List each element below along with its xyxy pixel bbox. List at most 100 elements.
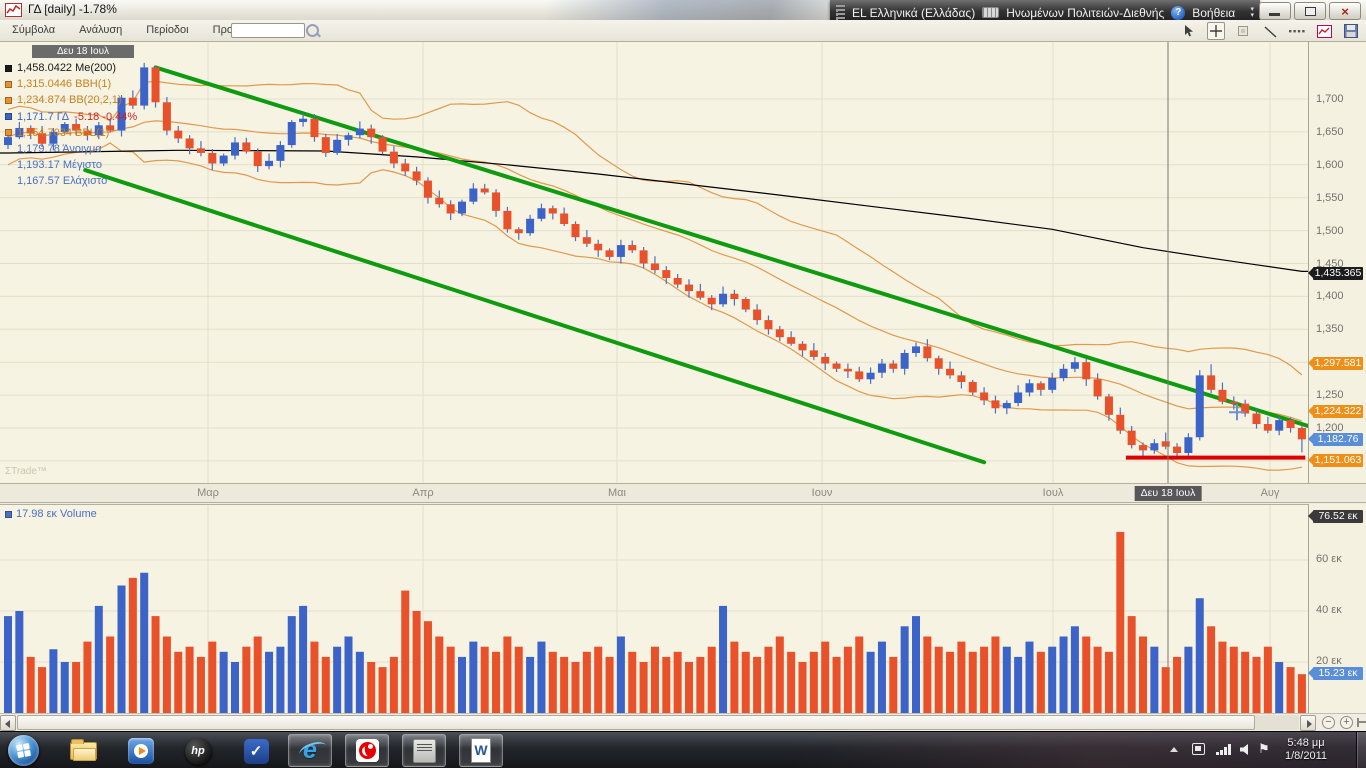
- checkmark-icon: ✓: [243, 738, 269, 764]
- legend-text: 1,167.57 Ελάχιστο: [17, 175, 108, 188]
- bar-spacing-icon[interactable]: [1357, 718, 1366, 727]
- app-icon: [5, 3, 22, 17]
- menu-Ανάλυση[interactable]: Ανάλυση: [79, 24, 123, 36]
- horizontal-scrollbar[interactable]: − +: [0, 713, 1366, 731]
- price-axis-label: 1,350: [1316, 323, 1344, 336]
- price-chart-pane: Δευ 18 Ιουλ 1,458.0422 Me(200) 1,315.0446…: [0, 42, 1309, 483]
- price-axis-label: 1,550: [1316, 191, 1344, 204]
- menu-Σύμβολα[interactable]: Σύμβολα: [12, 24, 56, 36]
- taskbar-vodafone[interactable]: [345, 734, 389, 767]
- window-title: ΓΔ [daily] -1.78%: [28, 2, 117, 16]
- price-axis: 1,700 1,650 1,600 1,550 1,500 1,450 1,400 1,350…: [1308, 42, 1366, 483]
- legend-row: 1,179.78 Άνοιγμα: [5, 141, 137, 157]
- box-tool-icon[interactable]: [1234, 22, 1252, 40]
- show-desktop-button[interactable]: [1356, 732, 1366, 768]
- taskbar-word[interactable]: W: [459, 734, 503, 767]
- volume-legend-label: 17.98 εκ Volume: [16, 508, 97, 520]
- save-tool-icon[interactable]: [1342, 22, 1360, 40]
- legend-text: 1,458.0422 Me(200): [17, 62, 117, 75]
- zoom-in-button[interactable]: +: [1340, 716, 1353, 729]
- tray-date: 1/8/2011: [1284, 750, 1327, 762]
- show-hidden-icons-button[interactable]: [1170, 747, 1178, 752]
- scroll-left-button[interactable]: [0, 715, 16, 731]
- search-icon[interactable]: [306, 24, 319, 37]
- scroll-right-button[interactable]: [1300, 715, 1316, 731]
- aero-glass: [545, 0, 845, 20]
- minimize-button[interactable]: [1259, 2, 1291, 20]
- volume-chart-canvas[interactable]: [0, 505, 1308, 714]
- price-axis-label: 1,450: [1316, 257, 1344, 270]
- legend-text: 1,154.7034 BBL(1): [17, 126, 110, 139]
- taskbar-connect[interactable]: ✓: [241, 736, 271, 766]
- title-bar: ΓΔ [daily] -1.78% EL Ελληνικά (Ελλάδας) …: [0, 0, 1366, 25]
- bbh-value-label: 1,297.581: [1308, 357, 1363, 371]
- month-label: Μαι: [608, 487, 626, 499]
- symbol-search-input[interactable]: [231, 23, 305, 38]
- crosshair-tool-icon[interactable]: [1207, 22, 1225, 40]
- taskbar-clock[interactable]: 5:48 μμ 1/8/2011: [1278, 737, 1334, 763]
- chart-tool-icon[interactable]: [1315, 22, 1333, 40]
- volume-axis-label: 20 εκ: [1316, 655, 1342, 667]
- close-button[interactable]: ×: [1329, 2, 1361, 20]
- legend-text: 1,315.0446 BBH(1): [17, 78, 112, 91]
- restore-button[interactable]: [1294, 2, 1326, 20]
- taskbar: hp ✓ e W ⚑ 5:48 μμ 1/8/2011: [0, 731, 1366, 768]
- taskbar-windows-explorer[interactable]: [68, 736, 98, 766]
- scrollbar-thumb[interactable]: [17, 715, 1255, 730]
- langbar-grip-icon[interactable]: [836, 5, 845, 20]
- word-icon: W: [471, 738, 491, 763]
- scrollbar-track[interactable]: [17, 715, 1299, 730]
- legend-row: 1,315.0446 BBH(1): [5, 76, 137, 92]
- media-player-icon: [128, 738, 154, 764]
- legend-text: 1,171.7 ΓΔ: [17, 110, 70, 123]
- legend-marker-icon: [5, 113, 12, 121]
- tray-time: 5:48 μμ: [1287, 737, 1325, 749]
- legend-marker-icon: [5, 64, 12, 72]
- menu-Περίοδοι[interactable]: Περίοδοι: [146, 24, 189, 36]
- legend-marker-icon: [5, 129, 12, 137]
- legend-text: 1,234.874 BB(20,2,1): [17, 94, 122, 107]
- signal-strength-icon[interactable]: [1216, 744, 1232, 755]
- zoom-out-button[interactable]: −: [1322, 716, 1335, 729]
- price-axis-label: 1,200: [1316, 422, 1344, 434]
- action-center-icon[interactable]: ⚑: [1258, 741, 1270, 756]
- legend-row: 1,234.874 BB(20,2,1): [5, 92, 137, 108]
- last-price-label: 1,182.76: [1308, 432, 1363, 446]
- price-chart-canvas[interactable]: [0, 42, 1308, 483]
- volume-axis: 60 εκ 40 εκ 20 εκ 76.52 εκ 15.23 εκ: [1308, 504, 1366, 713]
- volume-axis-label: 40 εκ: [1316, 604, 1342, 616]
- selected-date-label: Δευ 18 Ιουλ: [1134, 486, 1202, 501]
- legend-marker-icon: [5, 96, 12, 104]
- legend-row: 1,193.17 Μέγιστο: [5, 157, 137, 173]
- volume-icon[interactable]: [1240, 744, 1248, 755]
- legend-change-text: -5.18 -0.44%: [74, 110, 138, 123]
- langbar-options-icon[interactable]: ▾ ▾: [1250, 5, 1254, 19]
- help-label[interactable]: Βοήθεια: [1192, 5, 1236, 20]
- vodafone-icon: [355, 739, 379, 762]
- keyboard-layout[interactable]: Ηνωμένων Πολιτειών-Διεθνής: [1006, 5, 1165, 20]
- language-indicator[interactable]: EL Ελληνικά (Ελλάδας): [852, 5, 976, 20]
- taskbar-internet-explorer[interactable]: e: [288, 734, 332, 767]
- volume-axis-label: 60 εκ: [1316, 553, 1342, 565]
- start-button[interactable]: [8, 735, 39, 766]
- folder-icon: [69, 739, 97, 761]
- dots-tool-icon[interactable]: [1288, 22, 1306, 40]
- price-axis-label: 1,650: [1316, 125, 1344, 138]
- cursor-tool-icon[interactable]: [1180, 22, 1198, 40]
- help-icon[interactable]: ?: [1171, 5, 1186, 20]
- month-label: Αυγ: [1260, 487, 1280, 499]
- price-axis-label: 1,250: [1316, 389, 1344, 402]
- month-label: Απρ: [412, 487, 434, 499]
- taskbar-notes[interactable]: [402, 734, 446, 767]
- watermark: ΣTrade™: [5, 466, 47, 477]
- legend-row: 1,171.7 ΓΔ -5.18 -0.44%: [5, 109, 137, 125]
- hp-icon: hp: [184, 737, 212, 765]
- network-icon[interactable]: [1192, 743, 1205, 755]
- notes-icon: [412, 738, 436, 763]
- line-tool-icon[interactable]: [1261, 22, 1279, 40]
- price-axis-label: 1,700: [1316, 93, 1344, 105]
- taskbar-hp[interactable]: hp: [183, 736, 213, 766]
- taskbar-media-player[interactable]: [126, 736, 156, 766]
- last-volume-label: 15.23 εκ: [1308, 666, 1363, 680]
